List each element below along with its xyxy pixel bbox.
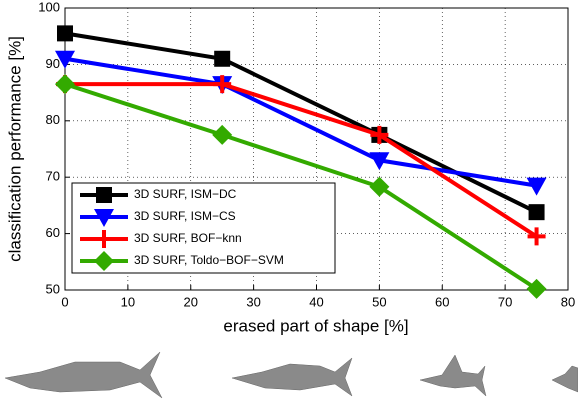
marker: [55, 74, 75, 95]
marker: [212, 124, 233, 145]
x-tick-label: 0: [61, 294, 68, 309]
legend-marker: [94, 209, 114, 227]
x-tick-label: 50: [372, 294, 386, 309]
y-tick-label: 100: [38, 0, 60, 14]
legend-marker: [96, 187, 112, 203]
x-tick-label: 80: [561, 294, 575, 309]
shape-images: [4, 351, 578, 399]
marker: [55, 50, 75, 69]
y-tick-label: 50: [46, 281, 60, 296]
y-tick-label: 80: [46, 112, 60, 127]
y-tick-label: 60: [46, 225, 60, 240]
x-tick-label: 40: [309, 294, 323, 309]
series-line: [64, 56, 537, 188]
y-axis-label: classification performance [%]: [5, 36, 24, 262]
legend-marker: [95, 230, 113, 248]
x-tick-label: 20: [184, 294, 198, 309]
legend: 3D SURF, ISM−DC 3D SURF, ISM−CS 3D SURF, B…: [71, 182, 336, 274]
legend-label: 3D SURF, Toldo−BOF−SVM: [134, 253, 284, 267]
legend-label: 3D SURF, ISM−CS: [134, 209, 236, 223]
marker: [369, 152, 390, 171]
marker: [213, 75, 232, 94]
legend-label: 3D SURF, BOF−knn: [134, 231, 242, 245]
legend-marker: [94, 251, 114, 271]
marker: [528, 204, 545, 221]
marker: [57, 25, 73, 42]
x-axis-label: erased part of shape [%]: [223, 316, 408, 335]
marker: [370, 125, 389, 144]
legend-label: 3D SURF, ISM−DC: [134, 187, 237, 201]
marker: [214, 50, 231, 67]
x-tick-label: 70: [498, 294, 512, 309]
series-line: [65, 82, 538, 239]
marker: [526, 177, 547, 196]
x-tick-label: 30: [246, 294, 260, 309]
x-tick-label: 10: [121, 294, 135, 309]
y-tick-label: 90: [46, 56, 60, 71]
y-tick-label: 70: [46, 169, 60, 184]
marker: [527, 227, 546, 246]
legend-box: [71, 182, 336, 274]
series-line: [64, 82, 538, 291]
marker: [369, 176, 390, 197]
x-tick-label: 60: [435, 294, 449, 309]
marker: [526, 278, 547, 299]
